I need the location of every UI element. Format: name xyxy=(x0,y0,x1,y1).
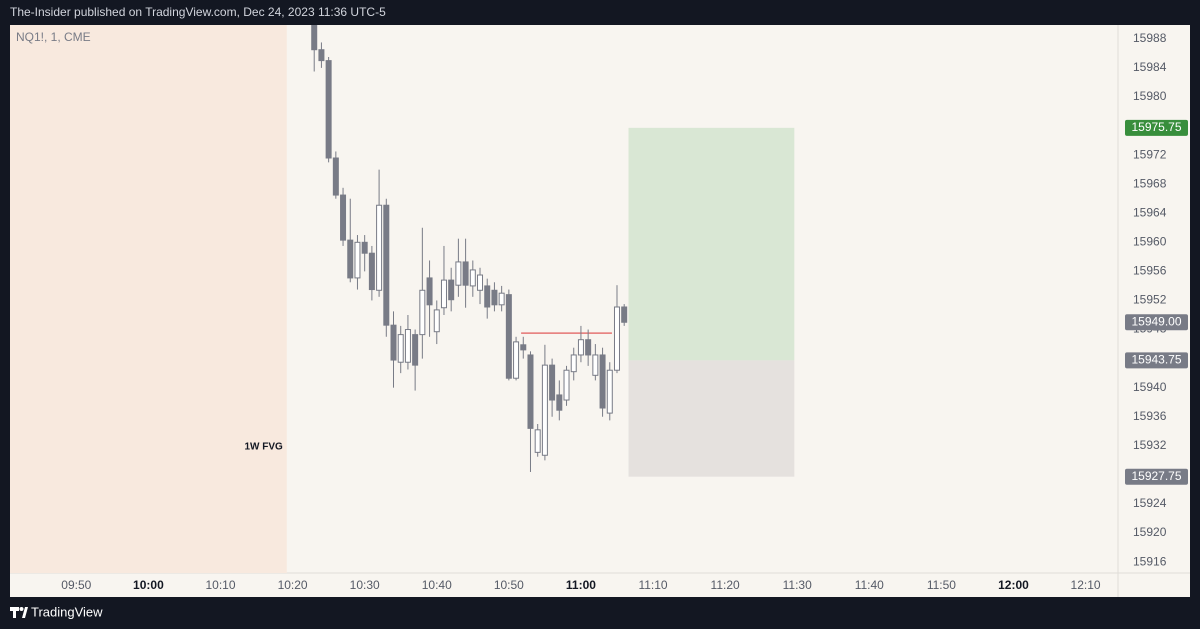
plot-area: 1W FVG xyxy=(10,25,795,573)
candle-body xyxy=(621,306,628,323)
candle-body xyxy=(376,204,383,291)
y-tick-label: 15932 xyxy=(1133,438,1167,452)
candle-body xyxy=(354,241,361,279)
candle-body xyxy=(361,241,368,254)
profit-zone xyxy=(628,127,795,361)
x-tick-label: 11:50 xyxy=(927,578,956,592)
axes: 1591615920159241592815932159361594015944… xyxy=(61,31,1188,592)
candle-body xyxy=(613,306,620,371)
x-tick-label: 10:30 xyxy=(350,578,380,592)
x-tick-label: 10:10 xyxy=(205,578,235,592)
candle-body xyxy=(534,429,541,453)
candle-body xyxy=(433,309,440,333)
price-label-box xyxy=(1125,119,1188,136)
candle-body xyxy=(477,274,484,291)
x-tick-label: 10:40 xyxy=(422,578,452,592)
candle-body xyxy=(527,354,534,429)
candle-body xyxy=(318,49,325,62)
candle-body xyxy=(585,339,592,356)
y-tick-label: 15956 xyxy=(1133,264,1167,278)
y-tick-label: 15924 xyxy=(1133,496,1167,510)
y-tick-label: 15940 xyxy=(1133,380,1167,394)
candle-body xyxy=(491,289,498,306)
x-tick-label: 11:10 xyxy=(638,578,667,592)
y-tick-label: 15936 xyxy=(1133,409,1167,423)
x-tick-label: 12:10 xyxy=(1071,578,1101,592)
candle-body xyxy=(419,289,426,336)
footer-logo xyxy=(10,607,28,618)
y-tick-label: 15920 xyxy=(1133,525,1167,539)
y-tick-label: 15980 xyxy=(1133,89,1167,103)
price-label: 15943.75 xyxy=(1131,353,1181,367)
loss-zone xyxy=(628,360,795,477)
candle-body xyxy=(556,394,563,411)
symbol: NQ1!, 1, CME xyxy=(16,30,91,44)
y-tick-label: 15916 xyxy=(1133,554,1167,568)
candle-body xyxy=(368,252,375,291)
x-tick-label: 11:20 xyxy=(711,578,740,592)
x-tick-label: 10:50 xyxy=(494,578,524,592)
footer: TradingView xyxy=(31,604,103,619)
y-tick-label: 15988 xyxy=(1133,31,1167,45)
candle-body xyxy=(311,25,318,51)
price-label-box xyxy=(1125,352,1188,369)
candle-body xyxy=(563,369,570,401)
candle-body xyxy=(340,194,347,241)
y-tick-label: 15984 xyxy=(1133,60,1167,74)
x-tick-label: 11:30 xyxy=(783,578,812,592)
fvg-zone xyxy=(10,25,287,573)
y-tick-label: 15968 xyxy=(1133,176,1167,190)
price-label-box xyxy=(1125,314,1188,331)
candle-body xyxy=(404,329,411,363)
candle-body xyxy=(455,261,462,286)
y-tick-label: 15972 xyxy=(1133,147,1167,161)
x-tick-label: 11:00 xyxy=(566,578,596,592)
candle-body xyxy=(448,279,455,301)
candle-body xyxy=(484,285,491,308)
candle-body xyxy=(606,369,613,414)
x-tick-label: 11:40 xyxy=(855,578,884,592)
y-tick-label: 15960 xyxy=(1133,234,1167,248)
header: The-Insider published on TradingView.com… xyxy=(10,5,386,19)
candle-body xyxy=(347,239,354,279)
x-tick-label: 10:00 xyxy=(133,578,164,592)
price-label: 15975.75 xyxy=(1131,120,1181,134)
candle-body xyxy=(462,261,469,286)
candle-body xyxy=(383,204,390,326)
candle-body xyxy=(505,294,512,379)
candle-body xyxy=(332,157,339,196)
y-tick-label: 15964 xyxy=(1133,205,1167,219)
x-tick-label: 12:00 xyxy=(998,578,1029,592)
price-label: 15927.75 xyxy=(1131,469,1181,483)
candle-body xyxy=(592,354,599,376)
candle-body xyxy=(520,344,527,351)
candle-body xyxy=(513,341,520,379)
candle-body xyxy=(397,334,404,363)
candle-body xyxy=(325,60,332,159)
candle-body xyxy=(412,334,419,366)
price-label: 15949.00 xyxy=(1131,314,1181,328)
candle-body xyxy=(570,354,577,373)
x-tick-label: 10:20 xyxy=(278,578,308,592)
zone-label: 1W FVG xyxy=(244,442,283,453)
candle-body xyxy=(426,277,433,306)
candle-body xyxy=(469,269,476,287)
x-tick-label: 09:50 xyxy=(61,578,91,592)
candle-body xyxy=(390,324,397,361)
candle-body xyxy=(599,354,606,409)
candle-body xyxy=(577,339,584,356)
candle-body xyxy=(549,364,556,401)
y-tick-label: 15952 xyxy=(1133,293,1167,307)
price-label-box xyxy=(1125,468,1188,485)
candle-body xyxy=(498,292,505,306)
candle-body xyxy=(440,279,447,309)
candle-body xyxy=(541,364,548,456)
